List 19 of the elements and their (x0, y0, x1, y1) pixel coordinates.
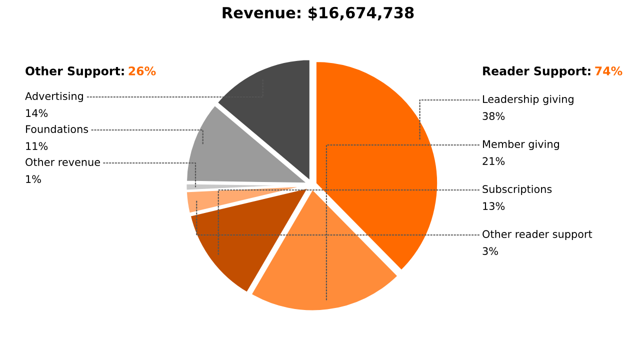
data-label: 1% (26, 175, 41, 184)
chart-title: Revenue: $16,674,738 (222, 6, 414, 20)
data-label: 14% (26, 109, 48, 118)
text: 26% (128, 66, 156, 76)
data-label: 3% (482, 247, 498, 256)
slice-label: Subscriptions (482, 184, 552, 196)
data-label: 11% (26, 142, 48, 150)
slice-label: Advertising (25, 92, 83, 102)
text: Other Support: (26, 66, 124, 78)
slice-label: Other reader support (482, 230, 592, 240)
slice-label: Foundations (26, 124, 88, 134)
text: 74% (595, 66, 622, 76)
slice-label: Other revenue (26, 158, 100, 166)
slice-label: Leadership giving (483, 94, 574, 106)
data-label: 13% (483, 202, 505, 210)
data-label: 21% (482, 157, 505, 166)
slice-label: Member giving (483, 140, 559, 150)
text: Reader Support: (483, 66, 590, 78)
data-label: 38% (482, 112, 505, 120)
